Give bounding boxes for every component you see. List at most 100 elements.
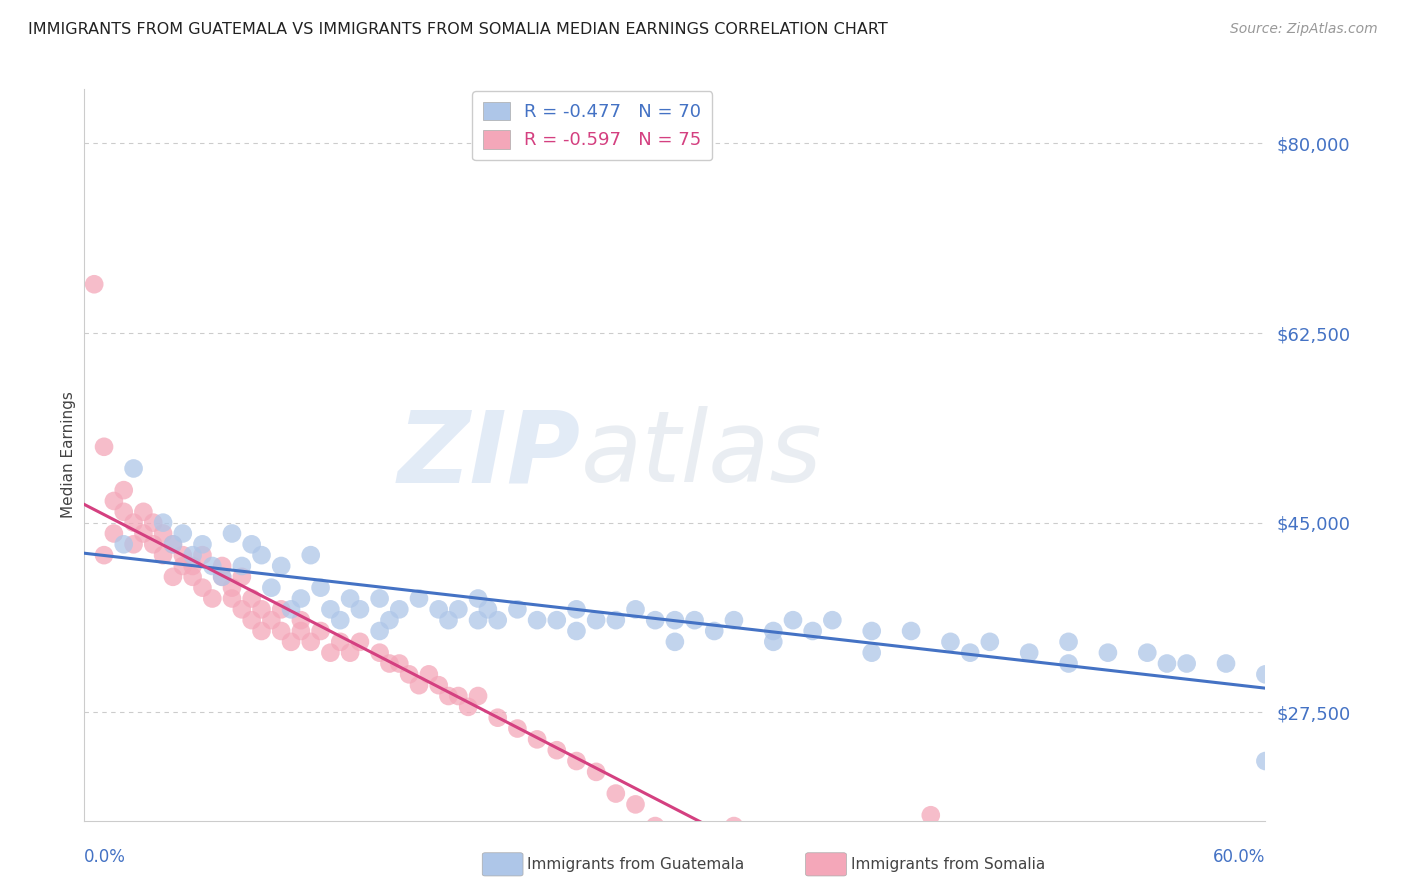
Point — [664, 830, 686, 844]
Point — [172, 548, 194, 562]
Point — [250, 548, 273, 562]
Point — [605, 613, 627, 627]
Point — [132, 526, 155, 541]
Y-axis label: Median Earnings: Median Earnings — [60, 392, 76, 518]
Point — [299, 635, 322, 649]
Point — [398, 667, 420, 681]
Point — [959, 646, 981, 660]
Point — [299, 548, 322, 562]
Point — [231, 602, 253, 616]
Point — [191, 581, 214, 595]
Point — [683, 840, 706, 855]
Point — [388, 602, 411, 616]
Point — [240, 591, 263, 606]
Point — [162, 537, 184, 551]
Point — [280, 635, 302, 649]
Point — [349, 602, 371, 616]
Point — [319, 602, 342, 616]
Point — [221, 526, 243, 541]
Point — [624, 602, 647, 616]
Point — [585, 764, 607, 779]
Point — [152, 548, 174, 562]
Point — [437, 689, 460, 703]
Text: Source: ZipAtlas.com: Source: ZipAtlas.com — [1230, 22, 1378, 37]
Point — [191, 548, 214, 562]
Point — [221, 591, 243, 606]
Point — [565, 602, 588, 616]
Point — [565, 754, 588, 768]
Point — [181, 559, 204, 574]
Point — [1215, 657, 1237, 671]
Point — [201, 559, 224, 574]
Point — [103, 526, 125, 541]
Point — [723, 819, 745, 833]
Point — [526, 613, 548, 627]
Point — [782, 613, 804, 627]
Text: 60.0%: 60.0% — [1213, 847, 1265, 866]
Point — [132, 505, 155, 519]
Point — [900, 624, 922, 638]
Point — [152, 516, 174, 530]
Point — [920, 808, 942, 822]
Text: Immigrants from Guatemala: Immigrants from Guatemala — [527, 857, 745, 871]
Point — [122, 516, 145, 530]
Point — [250, 602, 273, 616]
Point — [703, 624, 725, 638]
Point — [142, 516, 165, 530]
Point — [506, 722, 529, 736]
Point — [290, 613, 312, 627]
Point — [801, 863, 824, 877]
Point — [93, 440, 115, 454]
Point — [742, 830, 765, 844]
Point — [585, 613, 607, 627]
Point — [605, 787, 627, 801]
Point — [181, 570, 204, 584]
Point — [93, 548, 115, 562]
Point — [339, 646, 361, 660]
Point — [240, 613, 263, 627]
Point — [368, 646, 391, 660]
Point — [211, 570, 233, 584]
Point — [201, 591, 224, 606]
Point — [1097, 646, 1119, 660]
Point — [211, 559, 233, 574]
Point — [546, 743, 568, 757]
Point — [172, 559, 194, 574]
Point — [378, 657, 401, 671]
Text: IMMIGRANTS FROM GUATEMALA VS IMMIGRANTS FROM SOMALIA MEDIAN EARNINGS CORRELATION: IMMIGRANTS FROM GUATEMALA VS IMMIGRANTS … — [28, 22, 887, 37]
Point — [644, 613, 666, 627]
Point — [1156, 657, 1178, 671]
Point — [339, 591, 361, 606]
Point — [762, 624, 785, 638]
Point — [378, 613, 401, 627]
Point — [319, 646, 342, 660]
Point — [1057, 635, 1080, 649]
Point — [506, 602, 529, 616]
Point — [418, 667, 440, 681]
Point — [723, 613, 745, 627]
Point — [467, 613, 489, 627]
Point — [1175, 657, 1198, 671]
Point — [782, 852, 804, 866]
Point — [349, 635, 371, 649]
Point — [231, 570, 253, 584]
Point — [368, 624, 391, 638]
Point — [821, 613, 844, 627]
Point — [979, 635, 1001, 649]
Point — [1254, 754, 1277, 768]
Point — [270, 624, 292, 638]
Point — [231, 559, 253, 574]
Point — [427, 678, 450, 692]
Point — [112, 483, 135, 497]
Point — [664, 635, 686, 649]
Point — [486, 711, 509, 725]
Text: atlas: atlas — [581, 407, 823, 503]
Point — [368, 591, 391, 606]
Text: ZIP: ZIP — [398, 407, 581, 503]
Point — [437, 613, 460, 627]
Point — [270, 559, 292, 574]
Point — [762, 635, 785, 649]
Point — [260, 613, 283, 627]
Point — [211, 570, 233, 584]
Point — [467, 591, 489, 606]
